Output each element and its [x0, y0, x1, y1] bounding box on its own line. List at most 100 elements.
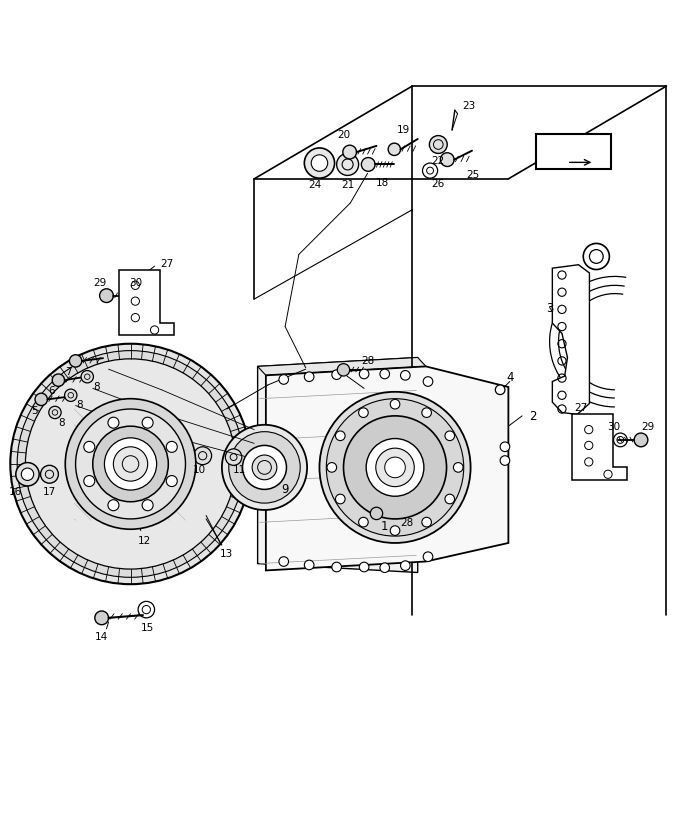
Text: 26: 26: [431, 179, 445, 188]
Circle shape: [65, 390, 77, 402]
Circle shape: [401, 561, 410, 571]
Text: 30: 30: [128, 278, 142, 287]
Text: 12: 12: [137, 535, 151, 545]
Circle shape: [634, 433, 648, 447]
Circle shape: [108, 418, 119, 428]
Circle shape: [10, 344, 251, 585]
Circle shape: [304, 149, 335, 179]
Text: 8: 8: [93, 382, 100, 391]
Circle shape: [21, 468, 34, 481]
Circle shape: [359, 563, 369, 572]
Circle shape: [440, 153, 454, 167]
Circle shape: [76, 410, 185, 519]
Circle shape: [225, 450, 242, 466]
Circle shape: [311, 156, 328, 172]
Circle shape: [35, 394, 47, 406]
Circle shape: [370, 508, 383, 520]
Polygon shape: [536, 135, 611, 170]
Circle shape: [344, 416, 447, 519]
Circle shape: [243, 446, 286, 490]
Text: 14: 14: [95, 631, 109, 641]
Circle shape: [388, 144, 401, 156]
Circle shape: [65, 399, 196, 530]
Polygon shape: [552, 265, 589, 415]
Circle shape: [16, 463, 39, 486]
Text: 2: 2: [529, 410, 536, 423]
Circle shape: [327, 463, 337, 473]
Circle shape: [445, 432, 455, 441]
Circle shape: [423, 552, 433, 562]
Text: 27: 27: [574, 402, 587, 413]
Circle shape: [422, 409, 431, 418]
Text: 6: 6: [48, 386, 55, 396]
Text: 29: 29: [93, 278, 106, 287]
Text: 10: 10: [192, 465, 206, 475]
Text: 20: 20: [337, 130, 350, 140]
Circle shape: [100, 289, 113, 303]
Text: 27: 27: [160, 258, 174, 269]
Circle shape: [17, 351, 244, 577]
Circle shape: [453, 463, 463, 473]
Text: 22: 22: [431, 156, 445, 166]
Polygon shape: [572, 414, 627, 480]
Circle shape: [380, 369, 390, 379]
Circle shape: [104, 438, 157, 491]
Circle shape: [25, 360, 236, 569]
Text: 3: 3: [546, 301, 553, 314]
Text: FWD: FWD: [550, 143, 583, 156]
Text: 1: 1: [381, 520, 388, 532]
Text: 15: 15: [141, 622, 155, 633]
Text: 11: 11: [232, 465, 246, 475]
Circle shape: [326, 399, 464, 536]
Text: 19: 19: [396, 125, 410, 135]
Circle shape: [108, 500, 119, 511]
Text: 8: 8: [76, 400, 83, 410]
Text: 16: 16: [8, 486, 22, 497]
Circle shape: [401, 371, 410, 381]
Text: 9: 9: [282, 482, 289, 495]
Circle shape: [359, 369, 369, 379]
Circle shape: [495, 386, 505, 395]
Circle shape: [500, 442, 510, 452]
Circle shape: [95, 611, 109, 625]
Circle shape: [113, 447, 148, 482]
Circle shape: [279, 557, 289, 567]
Circle shape: [49, 407, 61, 419]
Text: 28: 28: [400, 517, 414, 527]
Circle shape: [304, 373, 314, 382]
Circle shape: [335, 432, 345, 441]
Circle shape: [252, 455, 277, 480]
Text: 18: 18: [375, 178, 389, 188]
Text: 25: 25: [466, 170, 480, 180]
Circle shape: [500, 456, 510, 466]
Circle shape: [385, 458, 405, 478]
Text: 28: 28: [361, 355, 374, 365]
Circle shape: [335, 495, 345, 505]
Circle shape: [332, 563, 341, 572]
Circle shape: [359, 409, 368, 418]
Text: 13: 13: [220, 549, 234, 559]
Polygon shape: [266, 367, 508, 571]
Text: 30: 30: [607, 422, 620, 432]
Circle shape: [142, 418, 153, 428]
Text: 21: 21: [341, 179, 354, 189]
Text: 29: 29: [641, 422, 655, 432]
Circle shape: [84, 441, 95, 453]
Circle shape: [279, 375, 289, 385]
Circle shape: [390, 526, 400, 536]
Circle shape: [84, 476, 95, 487]
Circle shape: [445, 495, 455, 505]
Text: 8: 8: [58, 418, 65, 428]
Text: 4: 4: [506, 371, 513, 384]
Text: 23: 23: [462, 102, 475, 111]
Circle shape: [390, 400, 400, 410]
Circle shape: [429, 137, 447, 154]
Circle shape: [361, 158, 375, 172]
Circle shape: [380, 563, 390, 572]
Circle shape: [194, 447, 212, 465]
Text: 17: 17: [43, 486, 56, 497]
Text: 5: 5: [31, 405, 38, 415]
Circle shape: [304, 560, 314, 570]
Circle shape: [93, 427, 168, 502]
Polygon shape: [119, 270, 174, 336]
